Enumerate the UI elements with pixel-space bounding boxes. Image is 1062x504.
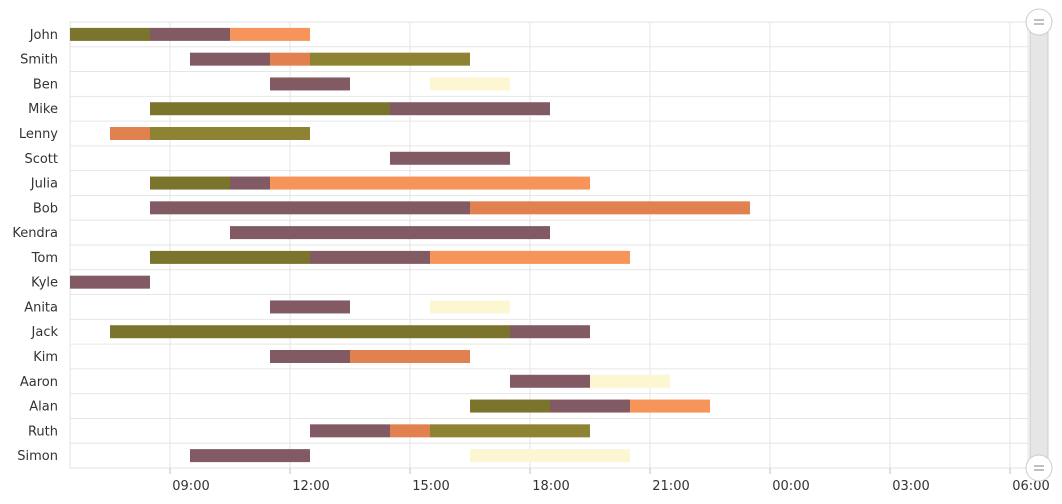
timeline-bar-segment[interactable] [590, 374, 670, 388]
x-tick-label: 06:00 [1012, 479, 1049, 494]
timeline-bar-segment[interactable] [430, 300, 510, 314]
y-category-label: Lenny [19, 127, 58, 142]
x-tick-label: 00:00 [772, 479, 809, 494]
y-category-label: Kyle [31, 276, 58, 291]
y-category-label: Bob [33, 201, 58, 216]
timeline-bar-segment[interactable] [190, 52, 270, 66]
x-tick-label: 21:00 [652, 479, 689, 494]
y-axis-labels: John Smith Ben Mike Lenny Scott Julia Bob Kendra… [12, 28, 58, 464]
x-tick-label: 12:00 [292, 479, 329, 494]
vertical-range-scrollbar[interactable] [1025, 8, 1053, 482]
scrollbar-track[interactable] [1029, 21, 1049, 469]
y-category-label: Jack [31, 325, 59, 340]
timeline-bar-segment[interactable] [270, 350, 350, 363]
timeline-bar-segment[interactable] [470, 201, 750, 215]
timeline-bar-segment[interactable] [310, 52, 470, 66]
timeline-bar-segment[interactable] [390, 102, 550, 116]
timeline-bar-segment[interactable] [310, 424, 390, 438]
timeline-bar-segment[interactable] [150, 102, 390, 116]
timeline-bar-segment[interactable] [230, 27, 310, 41]
y-category-label: Aaron [20, 375, 58, 390]
y-category-label: Ruth [28, 424, 58, 439]
y-category-label: Ben [33, 77, 58, 92]
y-category-label: Alan [29, 400, 58, 415]
y-category-label: Anita [24, 300, 58, 315]
y-category-label: Smith [20, 53, 58, 68]
timeline-bar-segment[interactable] [110, 325, 510, 339]
y-category-label: Kendra [12, 226, 58, 241]
timeline-bar-segment[interactable] [510, 374, 590, 388]
timeline-bar-segment[interactable] [70, 27, 150, 41]
timeline-bar-segment[interactable] [270, 300, 350, 314]
timeline-bar-segment[interactable] [270, 77, 350, 91]
x-axis-labels: 09:00 12:00 15:00 18:00 21:00 00:00 03:00 06:00 [172, 479, 1049, 494]
timeline-bar-segment[interactable] [150, 176, 230, 190]
timeline-bar-segment[interactable] [270, 176, 590, 190]
scrollbar-bottom-handle[interactable] [1025, 454, 1053, 482]
timeline-bar-segment[interactable] [150, 250, 310, 264]
timeline-bar-segment[interactable] [470, 449, 630, 463]
timeline-bar-segment[interactable] [150, 127, 310, 140]
timeline-bar-segment[interactable] [350, 350, 470, 363]
timeline-bar-segment[interactable] [230, 176, 270, 190]
timeline-bar-segment[interactable] [110, 127, 150, 140]
x-tick-label: 18:00 [532, 479, 569, 494]
y-category-label: Julia [30, 177, 58, 192]
timeline-bar-segment[interactable] [430, 424, 590, 438]
timeline-bar-segment[interactable] [190, 449, 310, 463]
timeline-bar-segment[interactable] [510, 325, 590, 339]
grid-lines [69, 21, 1029, 474]
timeline-bar-segment[interactable] [70, 275, 150, 289]
timeline-bar-segment[interactable] [150, 201, 470, 215]
timeline-bar-segment[interactable] [390, 151, 510, 165]
timeline-bar-segment[interactable] [550, 399, 630, 413]
y-category-label: Mike [28, 102, 58, 117]
timeline-bar-segment[interactable] [630, 399, 710, 413]
timeline-bar-segment[interactable] [270, 52, 310, 66]
timeline-bar-segment[interactable] [150, 27, 230, 41]
x-tick-label: 03:00 [892, 479, 929, 494]
timeline-bars [70, 27, 750, 463]
drag-handle-icon[interactable] [1025, 454, 1053, 482]
y-category-label: Tom [31, 251, 58, 266]
timeline-bar-segment[interactable] [430, 250, 630, 264]
y-category-label: Kim [33, 350, 58, 365]
x-tick-label: 09:00 [172, 479, 209, 494]
y-category-label: John [29, 28, 58, 43]
timeline-bar-segment[interactable] [310, 250, 430, 264]
timeline-bar-segment[interactable] [390, 424, 430, 438]
scrollbar-top-handle[interactable] [1025, 8, 1053, 36]
timeline-bar-segment[interactable] [470, 399, 550, 413]
timeline-bar-segment[interactable] [230, 226, 550, 240]
timeline-bar-segment[interactable] [430, 77, 510, 91]
drag-handle-icon[interactable] [1025, 8, 1053, 36]
y-category-label: Simon [17, 449, 58, 464]
x-tick-label: 15:00 [412, 479, 449, 494]
y-category-label: Scott [24, 152, 58, 167]
